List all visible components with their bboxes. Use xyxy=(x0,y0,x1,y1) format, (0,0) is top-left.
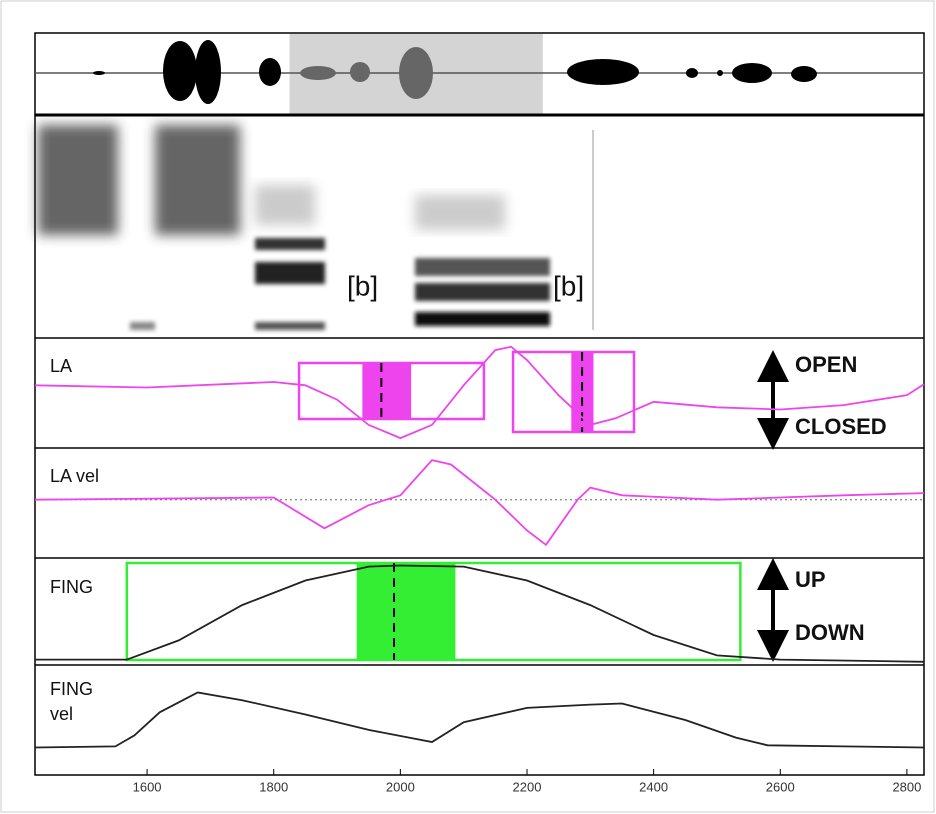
x-tick-label: 1800 xyxy=(259,779,288,794)
spectrogram-label: [b] xyxy=(347,270,378,301)
annotation: DOWN xyxy=(795,620,865,645)
x-tick-label: 2400 xyxy=(639,779,668,794)
panel-label: LA xyxy=(50,356,72,376)
x-tick-label: 2200 xyxy=(513,779,542,794)
x-tick-label: 2800 xyxy=(892,779,921,794)
panel-label: vel xyxy=(50,704,73,724)
figure: [b] [b] OPEN CLOSED UP DOWN LA LA vel FING… xyxy=(0,0,936,814)
panel-label: LA vel xyxy=(50,466,99,486)
gesture-plateau xyxy=(357,563,456,660)
annotation: CLOSED xyxy=(795,414,887,439)
annotation: UP xyxy=(795,567,826,592)
x-tick-label: 1600 xyxy=(133,779,162,794)
panel-label: FING xyxy=(50,577,93,597)
x-tick-label: 2600 xyxy=(766,779,795,794)
panel-label: FING xyxy=(50,679,93,699)
spectrogram-label: [b] xyxy=(553,270,584,301)
page: [b] [b] OPEN CLOSED UP DOWN LA LA vel FING… xyxy=(0,0,936,814)
x-tick-label: 2000 xyxy=(386,779,415,794)
annotation: OPEN xyxy=(795,352,857,377)
gesture-plateau xyxy=(362,363,411,419)
